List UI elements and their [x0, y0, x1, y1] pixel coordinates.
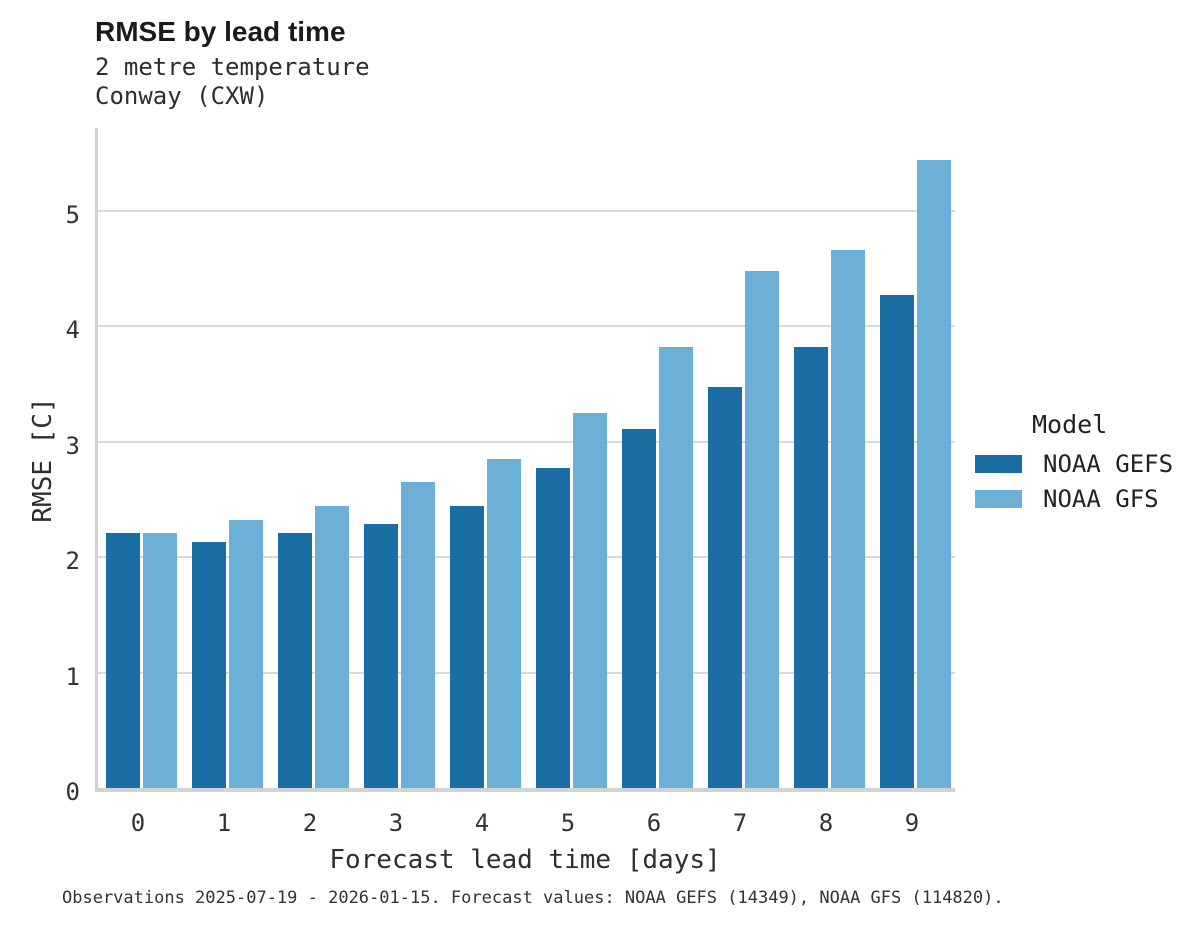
x-tick-label-0: 0	[130, 809, 146, 837]
legend-swatch-noaa-gefs-icon	[975, 454, 1022, 473]
gridline-y-1	[98, 671, 955, 674]
bar-noaa-gfs-lead-8	[830, 249, 865, 788]
x-tick-label-7: 7	[732, 809, 748, 837]
legend-item-noaa-gfs: NOAA GFS	[962, 481, 1192, 516]
bar-noaa-gfs-lead-0	[142, 532, 177, 788]
x-tick-label-6: 6	[646, 809, 662, 837]
y-tick-label-4: 4	[65, 316, 80, 345]
bar-noaa-gfs-lead-7	[744, 270, 779, 788]
x-tick-label-9: 9	[904, 809, 920, 837]
y-tick-label-2: 2	[65, 547, 80, 576]
bar-noaa-gefs-lead-7	[707, 387, 742, 788]
bar-noaa-gfs-lead-3	[400, 481, 435, 788]
footer-caption: Observations 2025-07-19 - 2026-01-15. Fo…	[62, 888, 1004, 908]
bar-noaa-gefs-lead-3	[363, 523, 398, 788]
bar-noaa-gefs-lead-0	[105, 532, 140, 788]
bar-noaa-gfs-lead-6	[658, 346, 693, 788]
bar-noaa-gefs-lead-8	[793, 346, 828, 788]
x-tick-label-1: 1	[216, 809, 232, 837]
y-tick-label-5: 5	[65, 200, 80, 229]
legend-item-noaa-gefs: NOAA GEFS	[962, 446, 1192, 481]
bar-noaa-gefs-lead-9	[879, 294, 914, 788]
x-tick-label-3: 3	[388, 809, 404, 837]
plot-area	[95, 128, 955, 792]
bar-noaa-gefs-lead-5	[535, 468, 570, 788]
bar-noaa-gfs-lead-1	[228, 520, 263, 788]
legend-title: Model	[1032, 410, 1108, 439]
legend-label-noaa-gfs: NOAA GFS	[1043, 484, 1159, 513]
x-tick-label-4: 4	[474, 809, 490, 837]
y-tick-label-1: 1	[65, 662, 80, 691]
legend-swatch-noaa-gfs-icon	[975, 489, 1022, 508]
x-tick-label-8: 8	[818, 809, 834, 837]
gridline-y-2	[98, 556, 955, 559]
bar-noaa-gfs-lead-9	[916, 159, 951, 788]
x-axis-title: Forecast lead time [days]	[329, 845, 721, 875]
bar-noaa-gefs-lead-2	[277, 532, 312, 788]
gridline-y-4	[98, 325, 955, 328]
x-tick-label-5: 5	[560, 809, 576, 837]
chart-subtitle-variable: 2 metre temperature	[95, 53, 370, 81]
chart-subtitle-station: Conway (CXW)	[95, 82, 269, 110]
y-axis-title: RMSE [C]	[28, 397, 58, 523]
bar-noaa-gfs-lead-5	[572, 412, 607, 788]
bar-noaa-gefs-lead-6	[621, 428, 656, 788]
legend-label-noaa-gefs: NOAA GEFS	[1043, 449, 1174, 478]
x-tick-label-2: 2	[302, 809, 318, 837]
gridline-y-5	[98, 209, 955, 212]
y-tick-label-3: 3	[65, 431, 80, 460]
bar-noaa-gfs-lead-2	[314, 506, 349, 788]
bar-noaa-gfs-lead-4	[486, 458, 521, 788]
bar-noaa-gefs-lead-4	[449, 506, 484, 788]
legend: Model NOAA GEFS NOAA GFS	[962, 408, 1192, 516]
chart-title: RMSE by lead time	[95, 16, 346, 47]
y-tick-label-0: 0	[65, 778, 80, 806]
gridline-y-3	[98, 440, 955, 443]
bar-noaa-gefs-lead-1	[191, 542, 226, 788]
